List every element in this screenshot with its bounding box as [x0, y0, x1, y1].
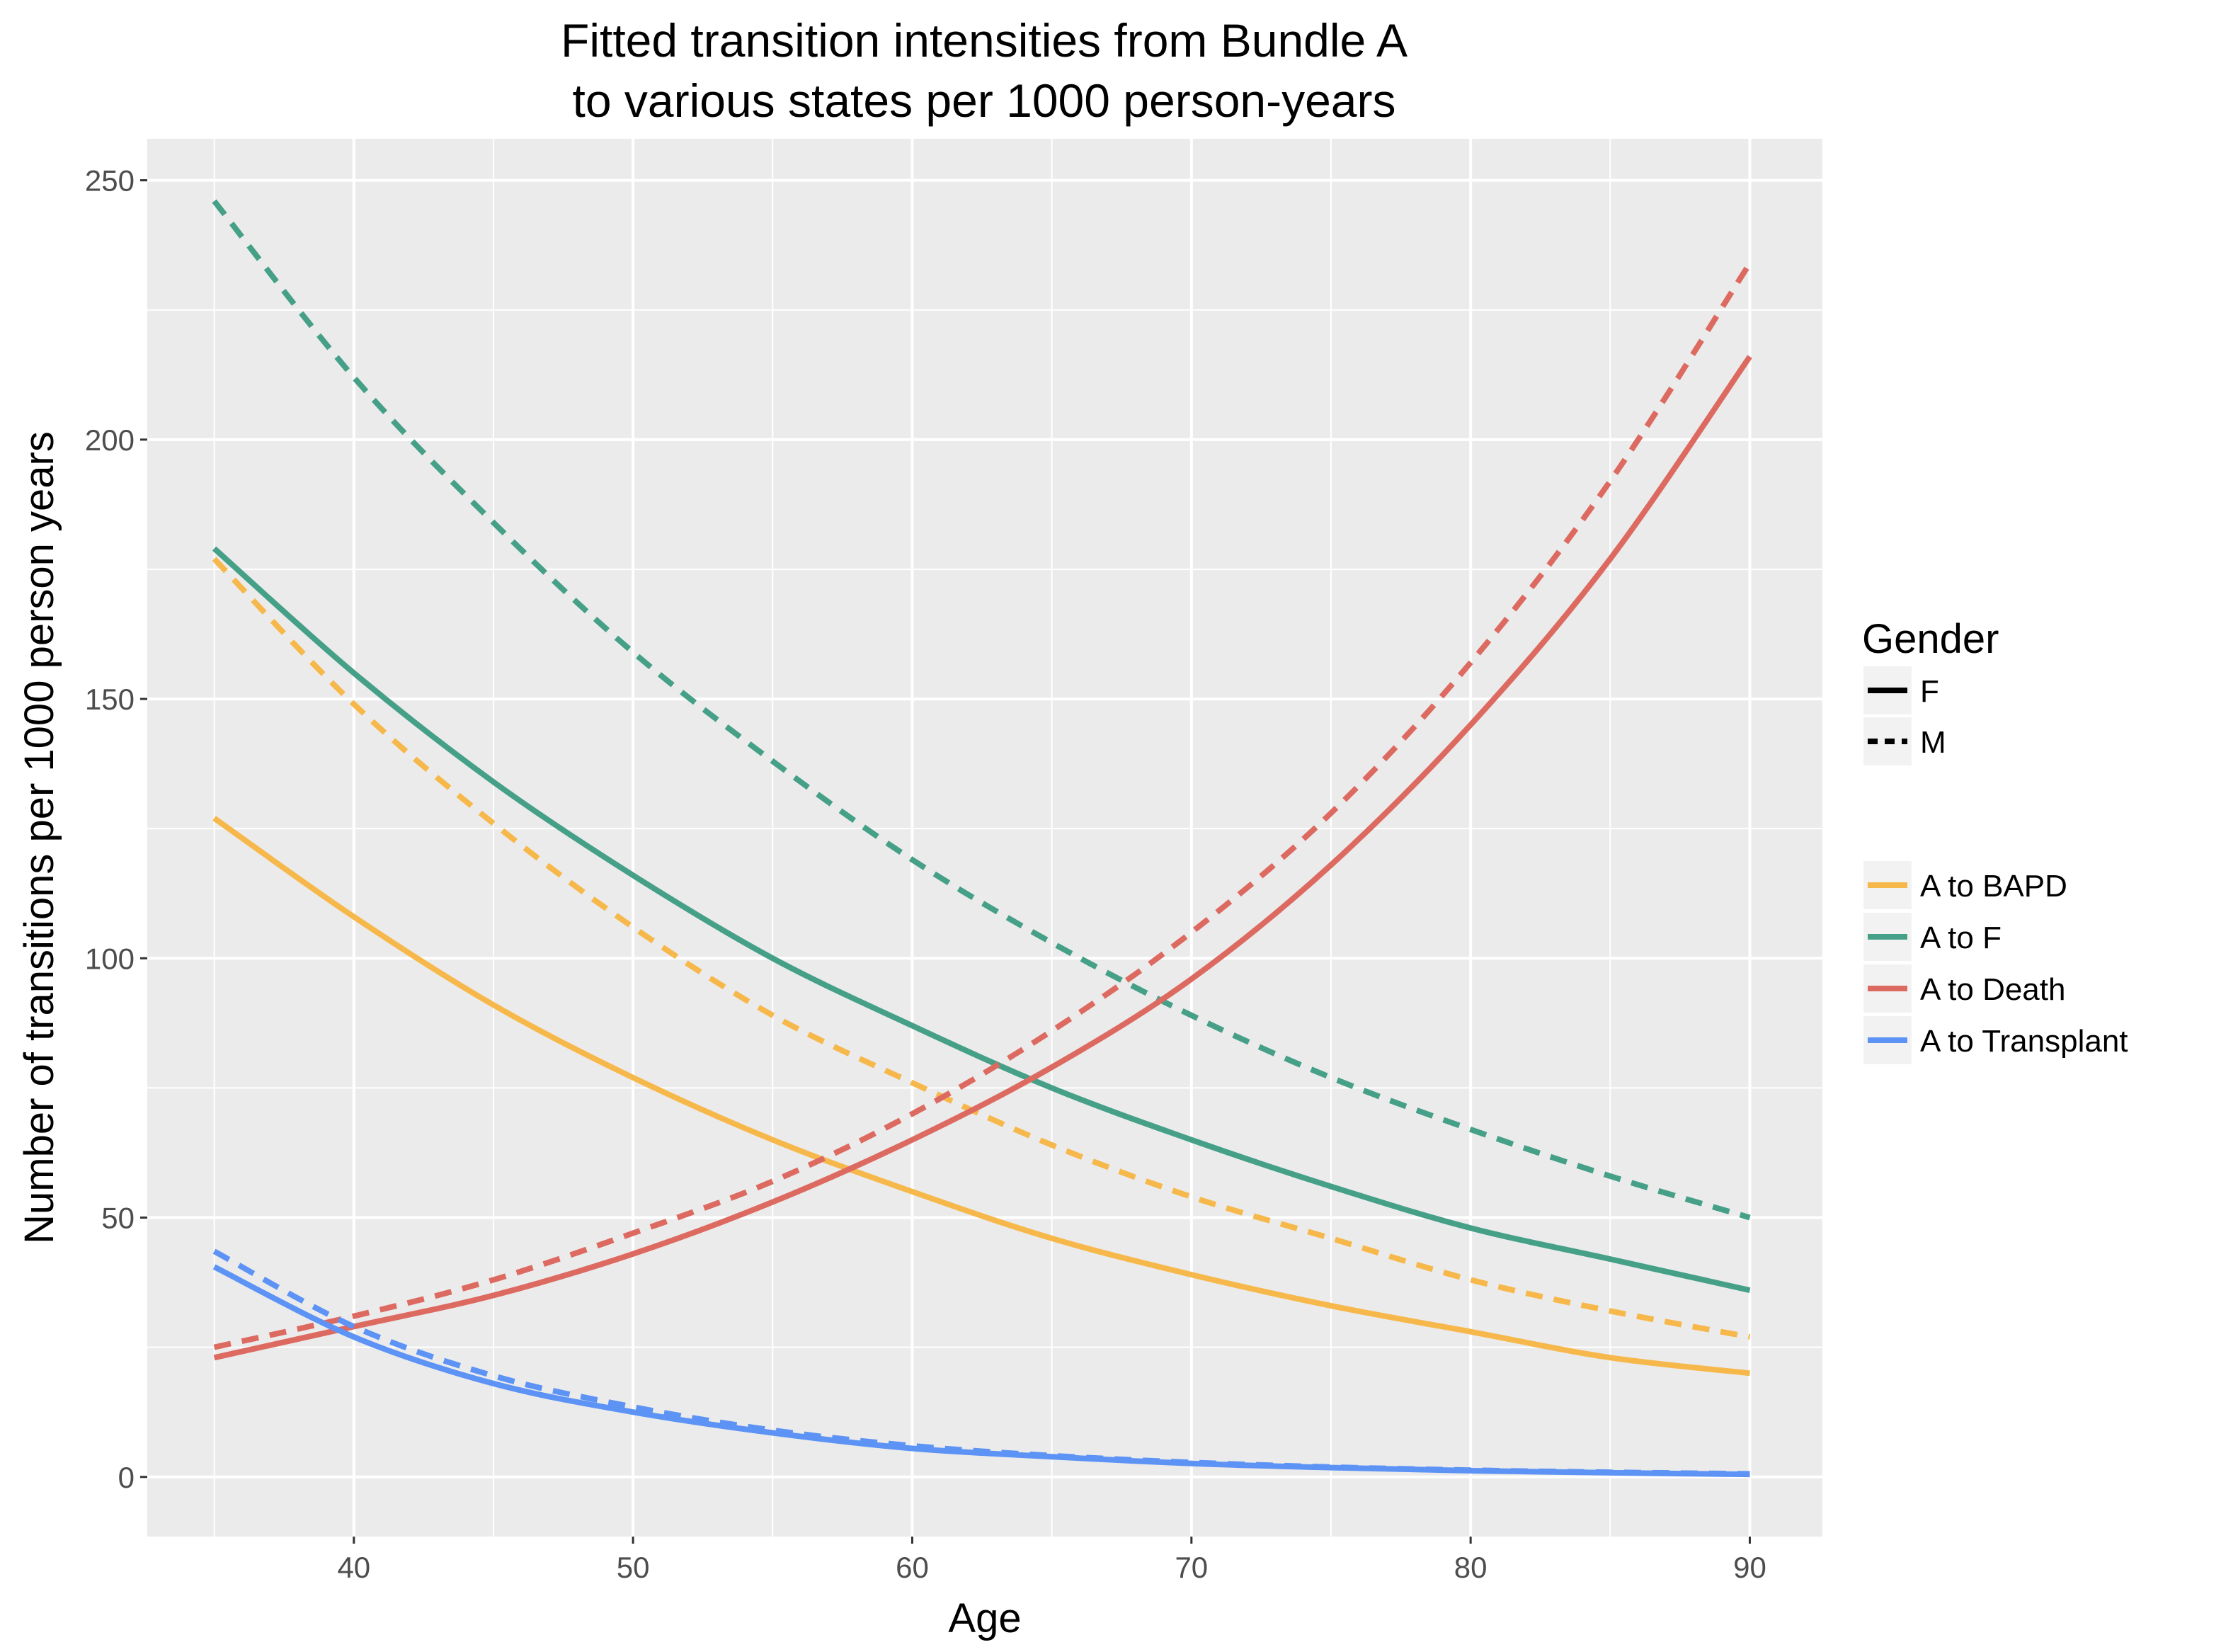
- legend-transition-label: A to BAPD: [1920, 869, 2067, 904]
- y-tick-label: 50: [101, 1202, 135, 1235]
- series-lines: [212, 199, 1752, 1478]
- series-line-a-to-death-m: [213, 261, 1752, 1350]
- x-tick-label: 90: [1733, 1551, 1766, 1584]
- legend-gender-title: Gender: [1862, 616, 1999, 662]
- plot-panel: [147, 139, 1822, 1537]
- legend-gender-label: F: [1920, 674, 1939, 709]
- series-line-a-to-bapd-f: [212, 816, 1750, 1377]
- series-line-a-to-f-f: [212, 546, 1751, 1294]
- y-axis-title: Number of transitions per 1000 person ye…: [16, 431, 62, 1244]
- x-tick-label: 80: [1454, 1551, 1488, 1584]
- y-tick-label: 150: [85, 683, 135, 716]
- x-axis-title: Age: [948, 1595, 1021, 1641]
- legend-gender-items: FM: [1863, 666, 1946, 765]
- minor-gridlines: [147, 139, 1822, 1537]
- x-tick-label: 40: [337, 1551, 370, 1584]
- series-line-a-to-transplant-m: [212, 1248, 1750, 1477]
- series-line-a-to-f-m: [212, 199, 1751, 1221]
- x-axis: 40 50 60 70 80 90: [337, 1537, 1766, 1584]
- major-gridlines: [147, 139, 1822, 1537]
- x-tick-label: 70: [1175, 1551, 1208, 1584]
- y-tick-label: 250: [85, 164, 135, 198]
- legend-transition-label: A to Transplant: [1920, 1024, 2128, 1059]
- y-axis: 0 50 100 150 200 250: [85, 164, 147, 1494]
- legend-transition-label: A to Death: [1920, 972, 2065, 1007]
- y-tick-label: 0: [118, 1461, 135, 1494]
- y-tick-label: 200: [85, 423, 135, 457]
- legend-transition-items: A to BAPD A to F A to Death A to Transplant: [1863, 861, 2128, 1064]
- chart-title: Fitted transition intensities from Bundl…: [561, 14, 1408, 67]
- legend-gender-label: M: [1920, 725, 1946, 760]
- x-tick-label: 50: [617, 1551, 650, 1584]
- series-line-a-to-bapd-m: [212, 557, 1751, 1340]
- chart-subtitle: to various states per 1000 person-years: [573, 74, 1396, 127]
- legend-transition-label: A to F: [1920, 921, 2002, 955]
- y-tick-label: 100: [85, 942, 135, 975]
- series-line-a-to-death-f: [213, 355, 1752, 1361]
- x-tick-label: 60: [896, 1551, 929, 1584]
